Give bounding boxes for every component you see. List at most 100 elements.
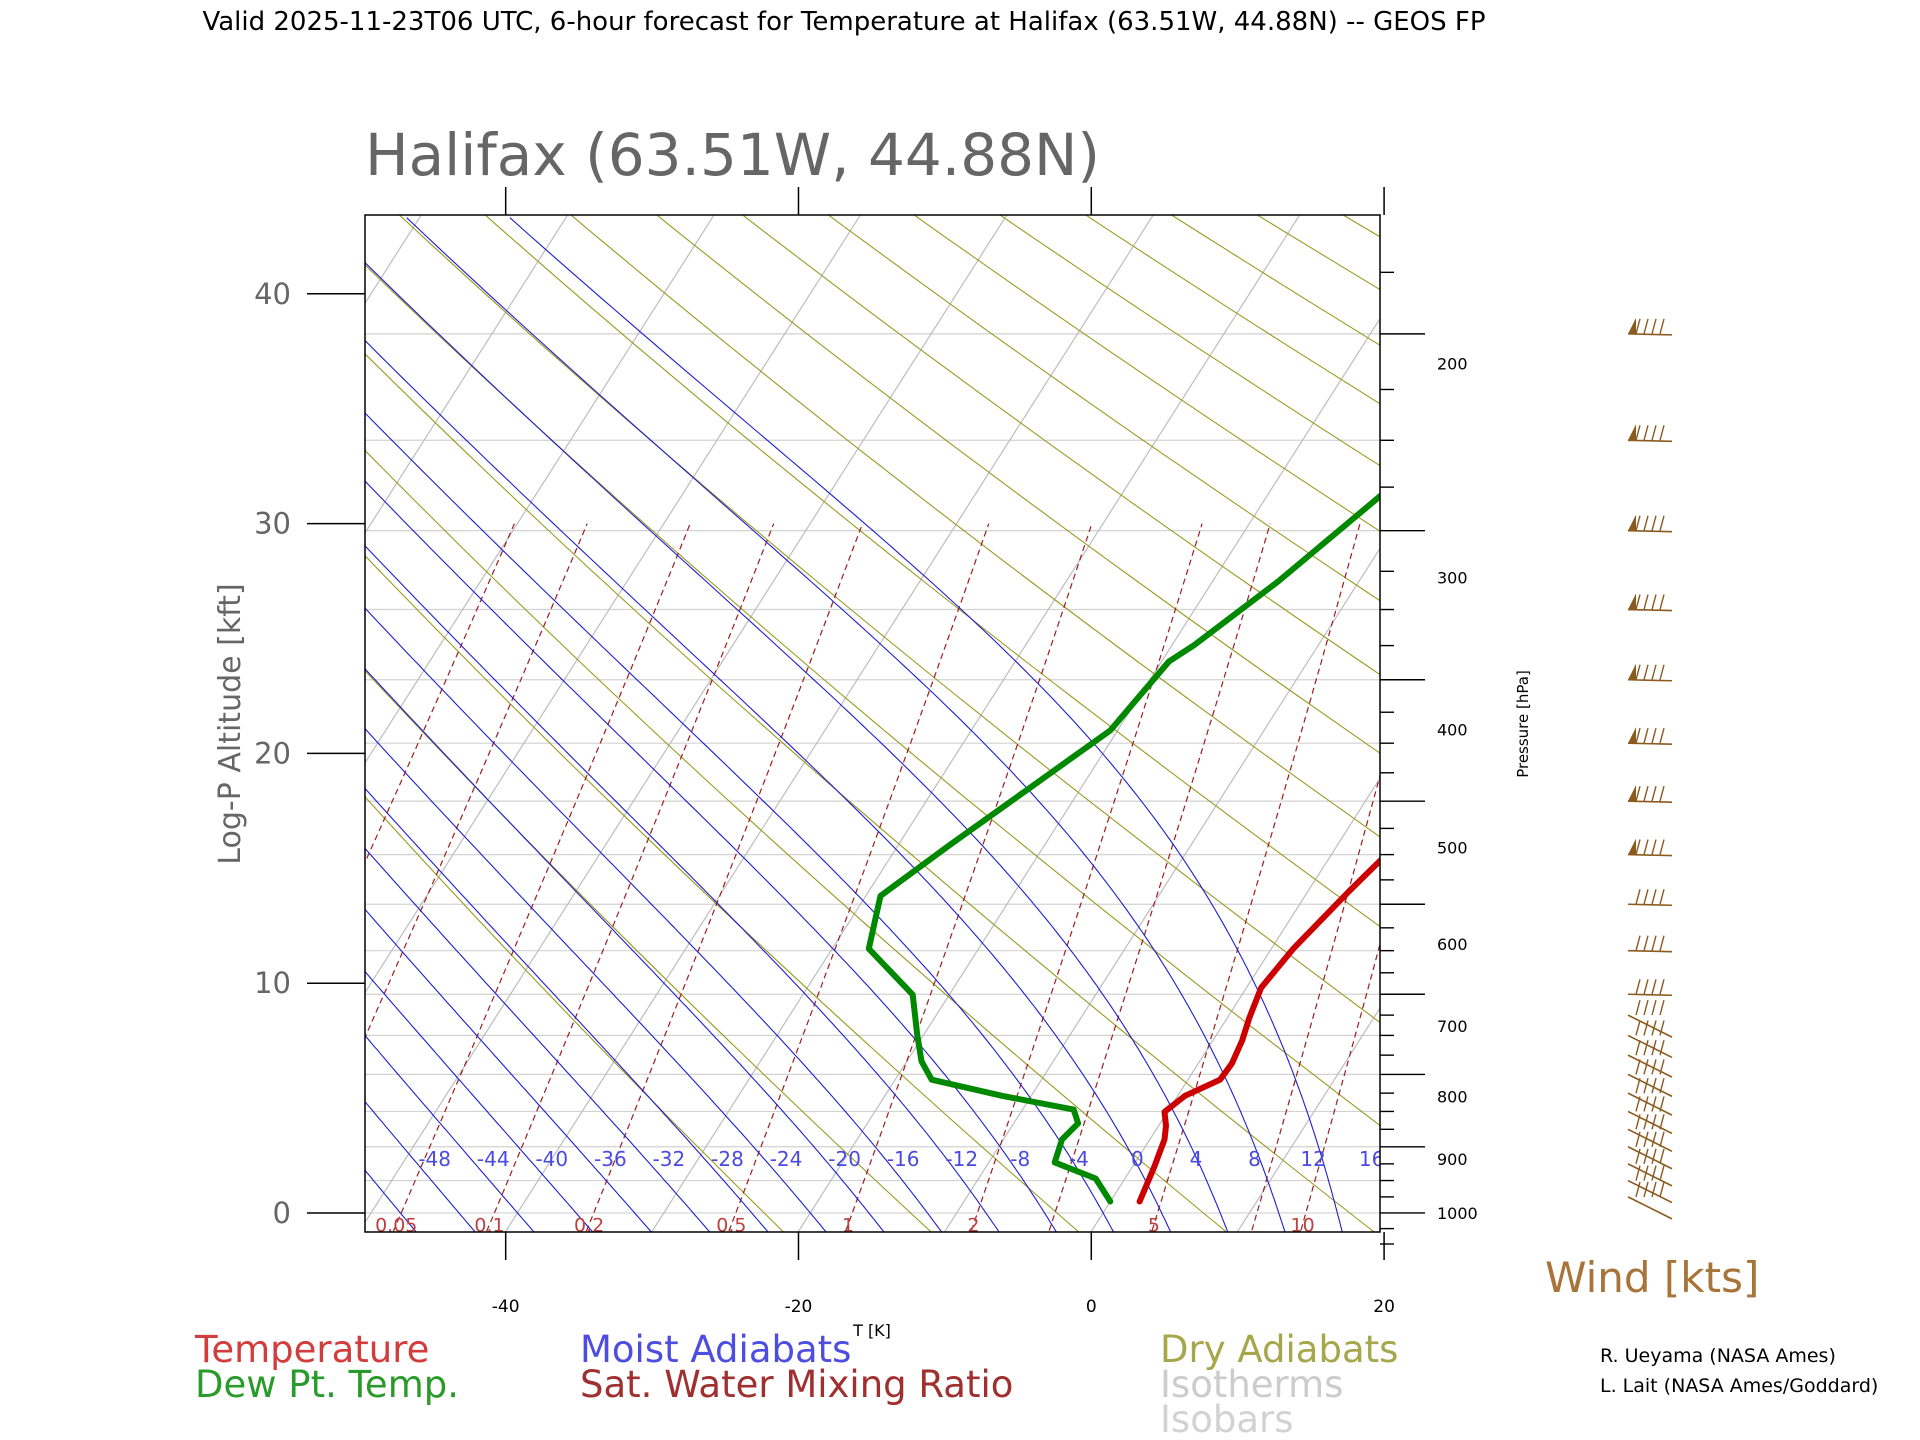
legend-sat-water-mixing-ratio: Sat. Water Mixing Ratio xyxy=(580,1363,1013,1406)
wind-barb-feather xyxy=(1651,785,1657,802)
mixing-ratio-label: 10 xyxy=(1291,1214,1315,1236)
wind-barb xyxy=(1627,1110,1673,1135)
wind-barb-feather xyxy=(1659,1148,1665,1165)
wind-barb-feather xyxy=(1651,1096,1657,1112)
wind-barb-feather xyxy=(1651,979,1657,995)
wind-barb-feather xyxy=(1635,1039,1641,1056)
wind-barb-feather xyxy=(1635,1096,1641,1112)
wind-barb-feather xyxy=(1659,1059,1665,1075)
isotherm-line xyxy=(0,202,137,1259)
legend-dew-pt-temp: Dew Pt. Temp. xyxy=(195,1363,459,1406)
moist-adiabat-label: 4 xyxy=(1190,1147,1203,1171)
wind-barb xyxy=(1627,742,1673,745)
chart-title: Halifax (63.51W, 44.88N) xyxy=(365,121,1100,189)
wind-barb xyxy=(1627,1146,1673,1170)
wind-barb-feather xyxy=(1635,839,1641,855)
credit-line-1: R. Ueyama (NASA Ames) xyxy=(1600,1345,1836,1367)
x-axis-label: T [K] xyxy=(852,1321,891,1340)
wind-barb-feather xyxy=(1643,1165,1649,1181)
moist-adiabat-label: 16 xyxy=(1359,1147,1384,1171)
wind-barb-pennant xyxy=(1628,727,1636,744)
wind-barb-feather xyxy=(1659,999,1665,1016)
wind-barb-feather xyxy=(1651,1020,1657,1036)
moist-adiabat-label: 0 xyxy=(1131,1147,1144,1171)
wind-barb-feather xyxy=(1659,1096,1665,1112)
wind-barb xyxy=(1627,853,1673,857)
wind-barb-feather xyxy=(1659,425,1665,441)
wind-barb-feather xyxy=(1659,889,1665,905)
wind-barb-feather xyxy=(1659,1165,1665,1181)
profile-curves xyxy=(865,492,1380,1205)
mixing-ratio-label: 2 xyxy=(967,1214,979,1236)
wind-barb-feather xyxy=(1651,999,1657,1016)
wind-barb-feather xyxy=(1659,664,1665,680)
moist-adiabat-label: -48 xyxy=(418,1147,451,1171)
moist-adiabat-line xyxy=(406,217,1286,1232)
mixing-ratio-line xyxy=(727,523,990,1232)
temperature-curve xyxy=(1136,856,1380,1205)
wind-barb-feather xyxy=(1659,935,1665,951)
dry-adiabat-line xyxy=(1576,202,1920,1259)
wind-barb-feather xyxy=(1651,1131,1657,1147)
mixing-ratio-label: 5 xyxy=(1148,1214,1160,1236)
pressure-tick-label: 500 xyxy=(1437,838,1468,857)
wind-barb-feather xyxy=(1643,425,1649,441)
wind-barb-feather xyxy=(1643,664,1649,680)
wind-barb-feather xyxy=(1635,664,1641,680)
wind-barb xyxy=(1627,333,1673,336)
wind-barb xyxy=(1627,1179,1673,1204)
pressure-tick-label: 200 xyxy=(1437,354,1468,373)
moist-adiabat-label: -16 xyxy=(887,1147,920,1171)
wind-barb-pennant xyxy=(1628,317,1636,334)
wind-barb-feather xyxy=(1651,1059,1657,1075)
wind-barb-pennant xyxy=(1628,424,1636,441)
wind-barb-feather xyxy=(1643,785,1649,802)
mixing-ratio-label: 1 xyxy=(842,1214,854,1236)
wind-barb-pennant xyxy=(1628,593,1636,610)
moist-adiabat-label: -4 xyxy=(1069,1147,1089,1171)
wind-barb-feather xyxy=(1635,1114,1641,1130)
wind-barbs xyxy=(1627,317,1673,1220)
wind-barb-feather xyxy=(1635,594,1641,610)
wind-barb-feather xyxy=(1635,1077,1641,1094)
moist-adiabat-label: 8 xyxy=(1248,1147,1261,1171)
moist-adiabat-line xyxy=(365,970,594,1232)
wind-barb-pennant xyxy=(1628,838,1636,855)
mixing-ratio-line xyxy=(1453,524,1627,1259)
wind-barb-feather xyxy=(1635,318,1641,335)
wind-barb xyxy=(1627,529,1673,533)
moist-adiabat-line xyxy=(365,1100,476,1232)
wind-barb-feather xyxy=(1643,1181,1649,1198)
wind-barb xyxy=(1627,1163,1673,1187)
wind-barb-feather xyxy=(1659,594,1665,610)
wind-barb-feather xyxy=(1635,1131,1641,1147)
wind-barb-feather xyxy=(1659,515,1665,531)
wind-barb-feather xyxy=(1643,979,1649,995)
wind-barb-feather xyxy=(1643,1096,1649,1112)
moist-adiabat-line xyxy=(365,545,1000,1232)
pressure-axis-label: Pressure [hPa] xyxy=(1514,670,1532,778)
moist-adiabat-label: -8 xyxy=(1010,1147,1030,1171)
pressure-tick-label: 400 xyxy=(1437,720,1468,739)
wind-barb-feather xyxy=(1643,1131,1649,1147)
wind-label: Wind [kts] xyxy=(1545,1253,1759,1302)
wind-barb-feather xyxy=(1643,1020,1649,1036)
legend-isobars: Isobars xyxy=(1160,1398,1293,1440)
dry-adiabat-line xyxy=(1256,215,1380,291)
wind-barb-feather xyxy=(1659,979,1665,995)
pressure-tick-label: 1000 xyxy=(1437,1204,1478,1223)
moist-adiabat-label: -28 xyxy=(711,1147,744,1171)
wind-barb-feather xyxy=(1635,515,1641,531)
isotherm-line xyxy=(365,215,1008,1224)
x-tick-label: 0 xyxy=(1086,1297,1097,1317)
wind-barb-feather xyxy=(1643,728,1649,744)
dry-adiabat-line xyxy=(365,554,1080,1232)
mixing-ratio-line xyxy=(365,523,588,1039)
wind-barb-feather xyxy=(1651,728,1657,744)
isotherm-line xyxy=(943,547,1380,1232)
wind-barb-feather xyxy=(1635,1148,1641,1165)
isotherm-line xyxy=(365,215,715,764)
wind-barb-feather xyxy=(1651,1114,1657,1130)
wind-barb-feather xyxy=(1643,839,1649,855)
wind-barb-feather xyxy=(1651,425,1657,441)
